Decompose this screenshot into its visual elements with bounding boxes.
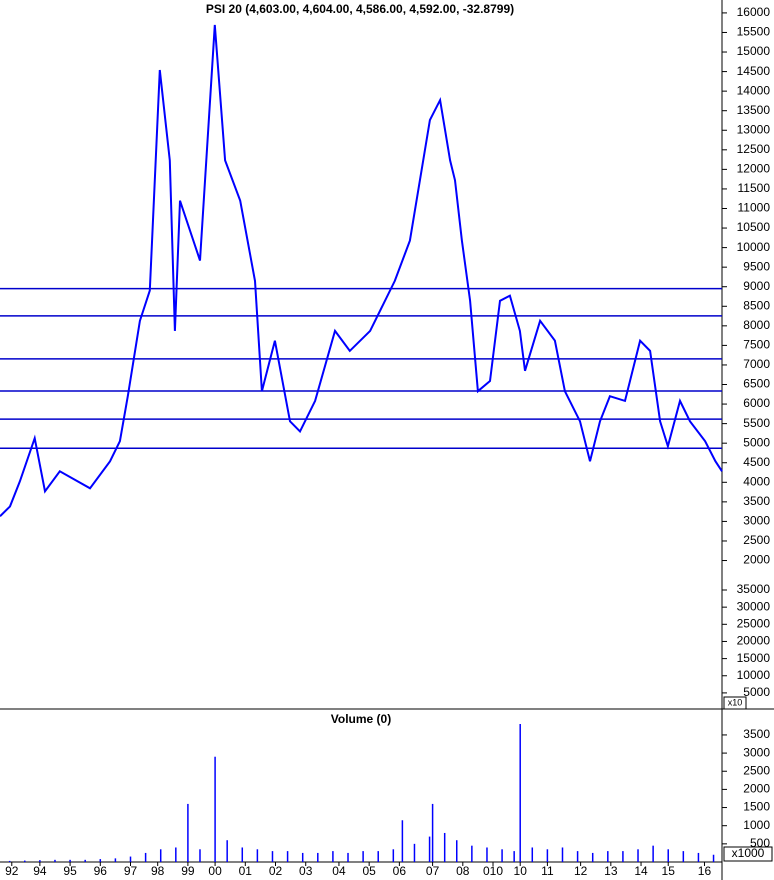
y-tick-label: 35000: [737, 582, 771, 596]
x-tick-label: 92: [5, 864, 19, 878]
y-tick-label: 2000: [743, 553, 770, 567]
x-tick-label: 01: [239, 864, 253, 878]
y-tick-label: 9500: [743, 259, 770, 273]
y-tick-label: 3000: [743, 745, 770, 759]
y-tick-label: 2500: [743, 533, 770, 547]
y-tick-label: 14500: [737, 64, 771, 78]
x-tick-label: 04: [332, 864, 346, 878]
y-tick-label: 3500: [743, 494, 770, 508]
x-tick-label: 02: [269, 864, 283, 878]
x-tick-label: 12: [574, 864, 588, 878]
x-tick-label: 99: [181, 864, 195, 878]
y-tick-label: 6000: [743, 396, 770, 410]
y-tick-label: 8000: [743, 318, 770, 332]
y-tick-label: 14000: [737, 83, 771, 97]
y2-unit: x10: [728, 697, 743, 707]
x-tick-label: 03: [299, 864, 313, 878]
x-tick-label: 06: [393, 864, 407, 878]
y-tick-label: 9000: [743, 279, 770, 293]
y-tick-label: 5500: [743, 416, 770, 430]
x-tick-label: 010: [483, 864, 503, 878]
y-tick-label: 2500: [743, 763, 770, 777]
y-tick-label: 4000: [743, 474, 770, 488]
y-tick-label: 8500: [743, 298, 770, 312]
price-line: [0, 24, 723, 518]
y-tick-label: 15500: [737, 25, 771, 39]
y-tick-label: 10500: [737, 220, 771, 234]
y-tick-label: 13000: [737, 122, 771, 136]
x-tick-label: 14: [634, 864, 648, 878]
y-tick-label: 13500: [737, 103, 771, 117]
y-tick-label: 500: [750, 836, 770, 850]
y-tick-label: 2000: [743, 782, 770, 796]
unit-box: [723, 696, 747, 710]
x-tick-label: 13: [604, 864, 618, 878]
y-tick-label: 10000: [737, 240, 771, 254]
y-tick-label: 1000: [743, 818, 770, 832]
volume-unit: x1000: [732, 846, 765, 860]
y-tick-label: 25000: [737, 616, 771, 630]
y-tick-label: 7500: [743, 338, 770, 352]
y-tick-label: 11000: [738, 201, 771, 215]
x-tick-label: 16: [698, 864, 712, 878]
x-tick-label: 98: [151, 864, 165, 878]
x-tick-label: 11: [541, 864, 554, 878]
x-tick-label: 15: [662, 864, 676, 878]
y-tick-label: 4500: [743, 455, 770, 469]
y-tick-label: 1500: [743, 800, 770, 814]
y-tick-label: 10000: [737, 668, 771, 682]
x-tick-label: 97: [124, 864, 138, 878]
volume-title: Volume (0): [331, 712, 391, 726]
x-tick-label: 95: [63, 864, 77, 878]
y-tick-label: 15000: [737, 651, 771, 665]
y-tick-label: 7000: [743, 357, 770, 371]
y-tick-label: 15000: [737, 44, 771, 58]
x-tick-label: 00: [208, 864, 222, 878]
y-tick-label: 5000: [743, 685, 770, 699]
y-tick-label: 12500: [737, 142, 771, 156]
y-tick-label: 11500: [738, 181, 771, 195]
chart-title: PSI 20 (4,603.00, 4,604.00, 4,586.00, 4,…: [206, 2, 514, 16]
x-tick-label: 08: [456, 864, 470, 878]
x-tick-label: 94: [33, 864, 47, 878]
x-tick-label: 05: [362, 864, 376, 878]
y-tick-label: 6500: [743, 377, 770, 391]
x-tick-label: 10: [514, 864, 528, 878]
y-tick-label: 20000: [737, 634, 771, 648]
y-tick-label: 3000: [743, 514, 770, 528]
y-tick-label: 30000: [737, 599, 771, 613]
y-tick-label: 3500: [743, 727, 770, 741]
x-tick-label: 07: [426, 864, 440, 878]
y-tick-label: 16000: [737, 5, 771, 19]
x-tick-label: 96: [94, 864, 108, 878]
unit-box: [723, 846, 773, 862]
y-tick-label: 12000: [737, 162, 771, 176]
y-tick-label: 5000: [743, 435, 770, 449]
